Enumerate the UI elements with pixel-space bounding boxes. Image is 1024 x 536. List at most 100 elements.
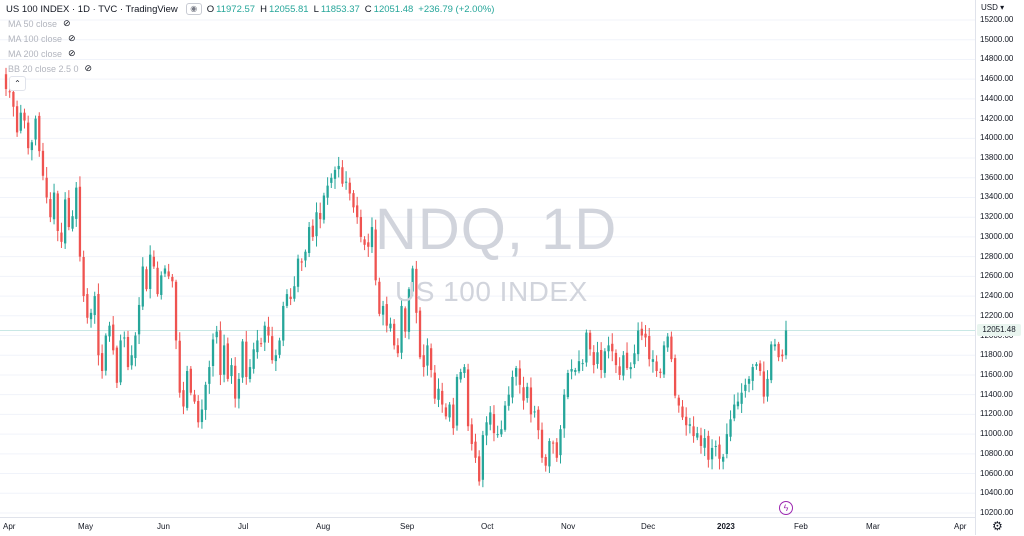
candle-body bbox=[463, 367, 466, 374]
candle bbox=[400, 298, 403, 360]
candle-body bbox=[56, 193, 59, 232]
candle bbox=[256, 329, 259, 359]
last-price-label: 12051.48 bbox=[977, 324, 1021, 337]
candle-body bbox=[330, 177, 333, 183]
candle-body bbox=[673, 358, 677, 396]
indicator-label: MA 200 close bbox=[8, 48, 63, 59]
candle-body bbox=[245, 341, 248, 377]
collapse-legend-icon[interactable]: ⌃ bbox=[9, 76, 26, 91]
candlestick-chart[interactable] bbox=[0, 0, 975, 517]
candle-body bbox=[370, 227, 374, 248]
lightning-event-icon[interactable]: ϟ bbox=[779, 501, 793, 515]
candle bbox=[348, 177, 351, 201]
candle-body bbox=[381, 305, 385, 315]
candle bbox=[729, 410, 732, 442]
candle bbox=[670, 331, 673, 363]
time-tick-label: Aug bbox=[316, 522, 331, 531]
candle-body bbox=[104, 335, 107, 371]
symbol-title[interactable]: US 100 INDEX · 1D · TVC · TradingView bbox=[6, 3, 178, 15]
time-scale[interactable]: Apr May Jun Jul Aug Sep Oct Nov Dec 2023 Feb Mar Apr bbox=[0, 517, 975, 536]
candle-body bbox=[86, 294, 89, 318]
candle bbox=[296, 254, 300, 293]
candle-body bbox=[182, 390, 185, 407]
candle-body bbox=[396, 345, 399, 354]
candle bbox=[352, 190, 355, 213]
candle-body bbox=[4, 74, 8, 90]
candle-body bbox=[722, 456, 725, 462]
symbol-name-watermark: US 100 INDEX bbox=[395, 276, 588, 307]
candle bbox=[86, 288, 89, 324]
candle bbox=[378, 277, 381, 317]
candle bbox=[692, 416, 695, 443]
candle-body bbox=[333, 169, 337, 179]
candle bbox=[226, 337, 229, 382]
candle bbox=[108, 321, 111, 342]
price-tick-label: 11600.00 bbox=[980, 369, 1013, 379]
price-tick-label: 15000.00 bbox=[980, 34, 1014, 44]
candle-body bbox=[596, 352, 599, 364]
candle bbox=[533, 405, 536, 418]
candle bbox=[574, 367, 577, 376]
candle bbox=[618, 357, 621, 380]
candle bbox=[707, 430, 710, 468]
hidden-eye-icon[interactable]: ⊘ bbox=[68, 48, 76, 58]
candle-body bbox=[418, 310, 422, 358]
indicator-ma200[interactable]: MA 200 close ⊘ bbox=[8, 48, 76, 59]
candle-body bbox=[407, 289, 411, 332]
candle-body bbox=[455, 376, 459, 426]
visibility-toggle-icon[interactable]: ◉ bbox=[185, 3, 202, 15]
candle bbox=[119, 334, 122, 386]
candle bbox=[529, 377, 533, 423]
candle-body bbox=[119, 340, 122, 383]
candle bbox=[182, 381, 185, 415]
candle-body bbox=[655, 361, 658, 372]
hidden-eye-icon[interactable]: ⊘ bbox=[68, 33, 76, 43]
price-tick-label: 13600.00 bbox=[980, 172, 1014, 182]
candle-body bbox=[781, 354, 784, 357]
indicator-bb[interactable]: BB 20 close 2.5 0 ⊘ bbox=[8, 63, 92, 74]
open-value: 11972.57 bbox=[216, 3, 256, 15]
candle bbox=[470, 418, 473, 451]
candle bbox=[452, 397, 455, 435]
candle-body bbox=[282, 305, 285, 341]
candle bbox=[104, 333, 107, 376]
candle bbox=[204, 381, 207, 420]
candle bbox=[566, 369, 570, 400]
candle bbox=[640, 321, 643, 341]
currency-button[interactable]: USD ▾ bbox=[981, 3, 1005, 12]
candle-body bbox=[219, 330, 222, 375]
candle-body bbox=[352, 193, 355, 208]
candle-body bbox=[640, 328, 643, 336]
candle-body bbox=[156, 267, 159, 295]
candle-body bbox=[452, 404, 455, 429]
candle bbox=[274, 349, 278, 371]
candle-body bbox=[49, 199, 52, 218]
candle-body bbox=[426, 345, 429, 366]
candle bbox=[141, 257, 144, 311]
hidden-eye-icon[interactable]: ⊘ bbox=[63, 18, 71, 28]
indicator-ma100[interactable]: MA 100 close ⊘ bbox=[8, 33, 76, 44]
candle-body bbox=[718, 444, 721, 459]
candle bbox=[363, 236, 366, 251]
hidden-eye-icon[interactable]: ⊘ bbox=[84, 63, 93, 73]
candle-body bbox=[78, 186, 82, 257]
candle bbox=[722, 453, 725, 470]
candle bbox=[167, 263, 170, 280]
price-scale[interactable]: 15200.00 15000.00 14800.00 14600.00 14400.00… bbox=[975, 0, 1024, 535]
candle-body bbox=[500, 429, 503, 435]
candle bbox=[278, 337, 281, 359]
candle-body bbox=[160, 275, 163, 295]
candle bbox=[100, 344, 104, 379]
price-tick-label: 11400.00 bbox=[980, 389, 1013, 399]
indicator-ma50[interactable]: MA 50 close ⊘ bbox=[8, 18, 71, 29]
candle-body bbox=[167, 271, 170, 277]
candle-body bbox=[574, 370, 577, 372]
chart-area[interactable] bbox=[0, 0, 975, 517]
gear-icon[interactable]: ⚙ bbox=[992, 519, 1003, 533]
candle bbox=[433, 365, 436, 404]
candle-body bbox=[185, 371, 189, 408]
candle bbox=[563, 389, 566, 438]
candle bbox=[781, 349, 784, 362]
candle-body bbox=[23, 112, 26, 121]
indicator-label: MA 100 close bbox=[8, 33, 63, 44]
